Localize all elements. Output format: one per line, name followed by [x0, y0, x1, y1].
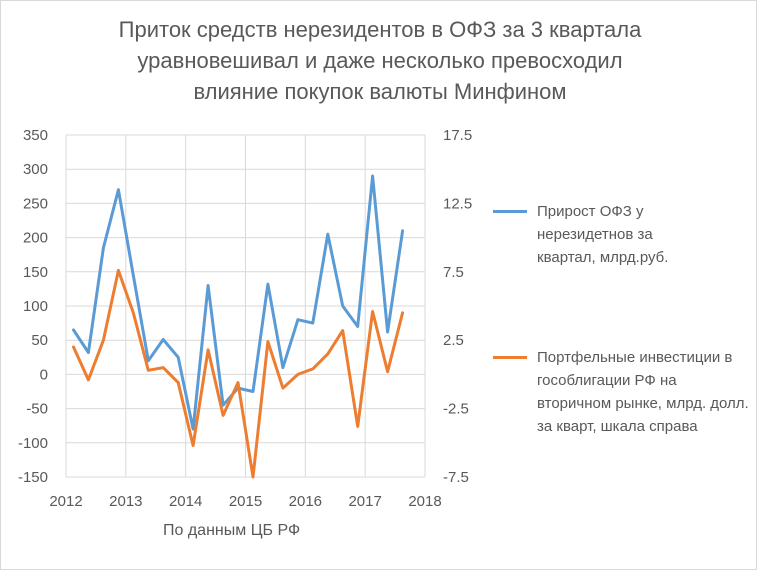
y-right-tick-label: -2.5: [443, 401, 469, 418]
y-left-tick-label: 100: [23, 298, 48, 315]
y-right-tick-label: 7.5: [443, 264, 464, 281]
gridlines: [65, 134, 426, 478]
y-left-tick-label: 350: [23, 127, 48, 144]
y-left-tick-label: -50: [26, 401, 48, 418]
x-tick-label: 2018: [408, 493, 441, 510]
y-left-tick-label: 200: [23, 230, 48, 247]
legend-label-portfolio: Портфельные инвестиции в гособлигации РФ…: [537, 349, 749, 435]
x-tick-label: 2014: [169, 493, 202, 510]
chart-title-line-2: уравновешивал и даже несколько превосход…: [137, 48, 623, 73]
y-left-tick-label: 150: [23, 264, 48, 281]
x-tick-label: 2012: [49, 493, 82, 510]
x-tick-label: 2017: [348, 493, 381, 510]
series-lines: [72, 174, 405, 479]
legend-label-ofz: Прирост ОФЗ у нерезидетнов за квартал, м…: [537, 203, 669, 266]
x-tick-label: 2015: [229, 493, 262, 510]
chart-title: Приток средств нерезидентов в ОФЗ за 3 к…: [60, 14, 700, 107]
legend-swatch-ofz: [493, 210, 527, 213]
y-right-tick-label: 12.5: [443, 195, 472, 212]
y-left-tick-label: -150: [18, 469, 48, 486]
chart-title-line-1: Приток средств нерезидентов в ОФЗ за 3 к…: [118, 17, 642, 42]
y-right-tick-label: -7.5: [443, 469, 469, 486]
legend-item-ofz: Прирост ОФЗ у нерезидетнов за квартал, м…: [493, 200, 697, 269]
y-left-tick-label: 50: [31, 332, 48, 349]
y-left-tick-label: 250: [23, 195, 48, 212]
chart-title-line-3: влияние покупок валюты Минфином: [193, 79, 567, 104]
y-left-tick-label: 0: [40, 366, 48, 383]
y-right-tick-label: 2.5: [443, 332, 464, 349]
y-right-tick-label: 17.5: [443, 127, 472, 144]
legend-swatch-portfolio: [493, 356, 527, 359]
y-left-tick-label: -100: [18, 435, 48, 452]
series-line-portfolio: [72, 268, 405, 479]
x-tick-label: 2016: [289, 493, 322, 510]
legend-item-portfolio: Портфельные инвестиции в гособлигации РФ…: [493, 346, 752, 438]
axis-labels: 350 300 250 200 150 100 50 0 -50 -100 -150 17.5 12.5…: [18, 127, 472, 510]
y-left-tick-label: 300: [23, 161, 48, 178]
source-note: По данным ЦБ РФ: [163, 522, 301, 539]
x-tick-label: 2013: [109, 493, 142, 510]
